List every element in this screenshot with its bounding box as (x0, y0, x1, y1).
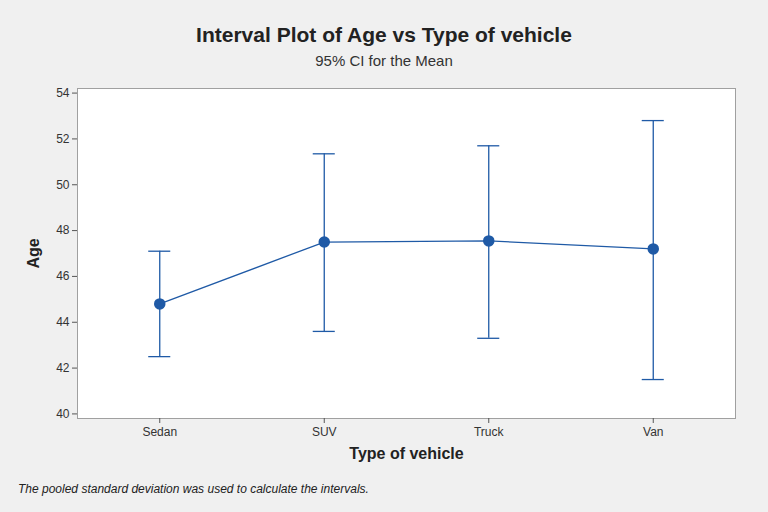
svg-text:Type of vehicle: Type of vehicle (349, 445, 464, 462)
svg-text:SUV: SUV (312, 425, 337, 439)
svg-text:48: 48 (56, 223, 70, 237)
svg-text:50: 50 (56, 178, 70, 192)
svg-text:52: 52 (56, 132, 70, 146)
svg-text:Van: Van (643, 425, 663, 439)
svg-text:Age: Age (25, 238, 42, 268)
svg-text:40: 40 (56, 407, 70, 421)
svg-text:Sedan: Sedan (142, 425, 177, 439)
html-text:The pooled standard deviation: The pooled standard deviation was used t… (18, 482, 369, 496)
html-text:95% CI for the Mean: 95% CI for the Mean (315, 52, 453, 69)
svg-text:Truck: Truck (474, 425, 505, 439)
svg-text:54: 54 (56, 86, 70, 100)
html-text:Interval Plot of Age vs Type o: Interval Plot of Age vs Type of vehicle (196, 23, 572, 46)
svg-text:44: 44 (56, 315, 70, 329)
svg-text:46: 46 (56, 269, 70, 283)
svg-text:42: 42 (56, 361, 70, 375)
